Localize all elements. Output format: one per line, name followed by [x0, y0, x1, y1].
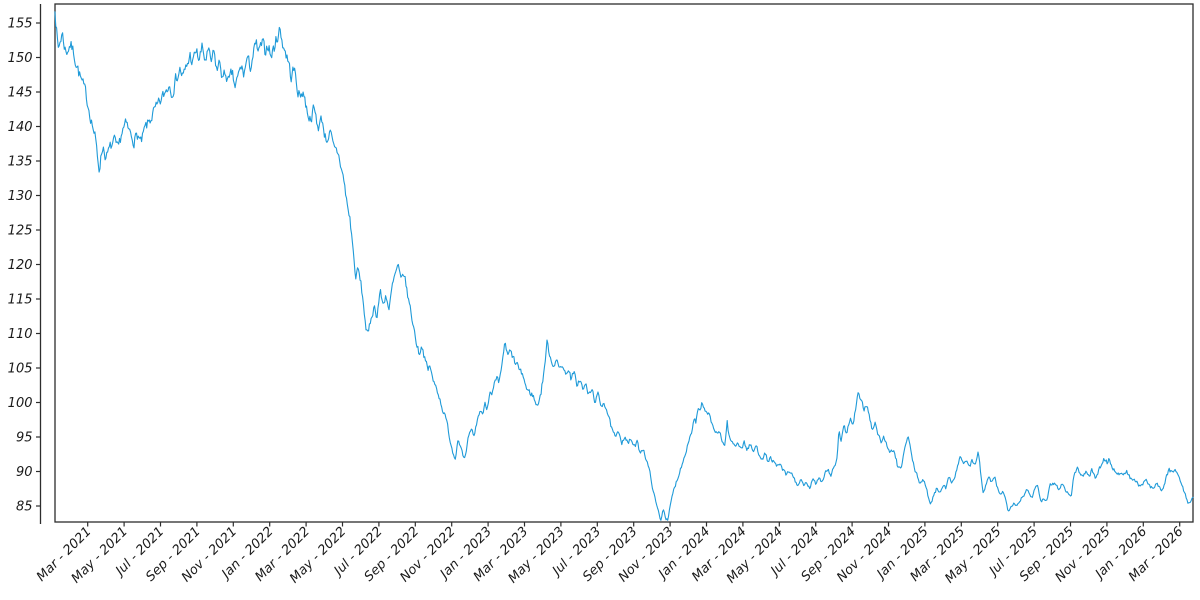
y-tick-label: 125 — [8, 224, 33, 239]
data-series-line — [54, 11, 1194, 521]
y-tick-label: 120 — [8, 258, 33, 273]
plot-border — [54, 3, 1194, 523]
y-tick-label: 85 — [16, 500, 33, 515]
y-tick-label: 90 — [16, 465, 33, 480]
y-tick-label: 115 — [8, 293, 33, 308]
y-tick-label: 140 — [8, 120, 33, 135]
y-axis-ticks: 85 90 95 100 105 110 115 120 125 130 135 140 145 150 1… — [8, 17, 41, 515]
y-tick-label: 155 — [8, 17, 33, 32]
y-tick-label: 130 — [8, 189, 33, 204]
y-tick-label: 105 — [8, 362, 33, 377]
y-tick-label: 110 — [8, 327, 33, 342]
y-tick-label: 145 — [8, 86, 33, 101]
y-tick-label: 100 — [8, 396, 33, 411]
y-tick-label: 150 — [8, 51, 33, 66]
y-tick-label: 95 — [16, 431, 33, 446]
y-tick-label: 135 — [8, 155, 33, 170]
